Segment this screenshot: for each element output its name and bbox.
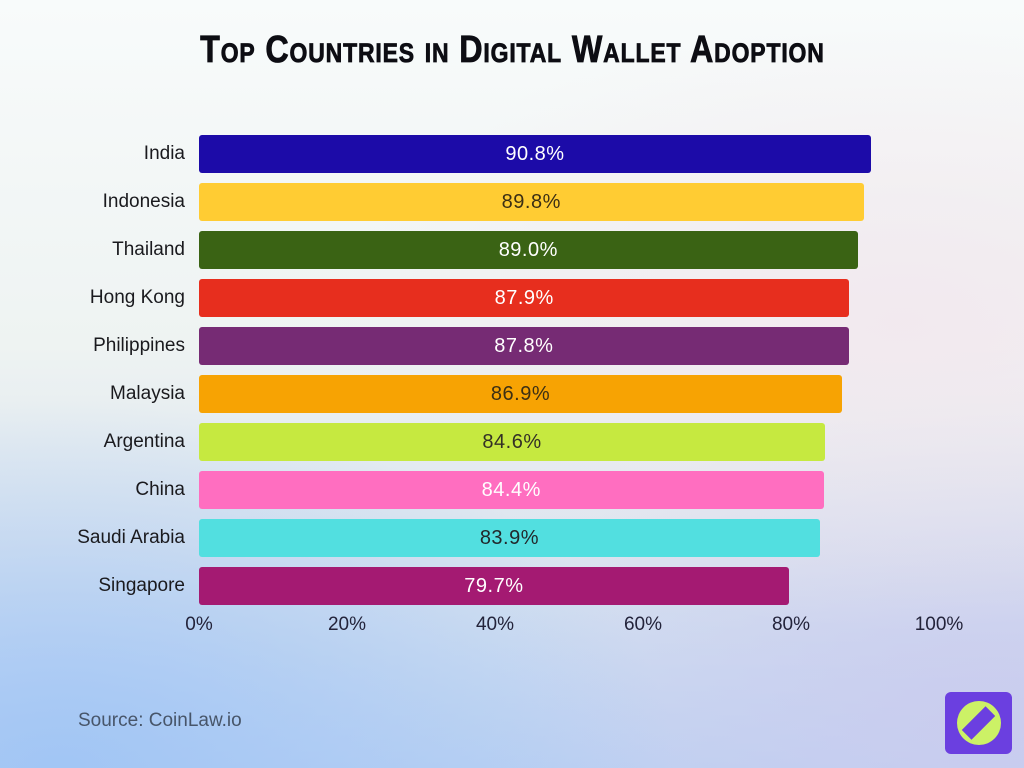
bar-value-label: 87.9% bbox=[494, 286, 554, 309]
bar-row: Argentina 84.6% bbox=[0, 418, 939, 466]
bar-value-label: 79.7% bbox=[464, 574, 524, 597]
bar-track: 86.9% bbox=[199, 375, 939, 413]
bar: 90.8% bbox=[199, 135, 871, 173]
bar-value-label: 89.8% bbox=[501, 190, 561, 213]
bar-value-label: 83.9% bbox=[479, 526, 540, 549]
country-label: Malaysia bbox=[110, 383, 185, 404]
x-axis-tick: 40% bbox=[475, 614, 515, 635]
bar: 84.6% bbox=[199, 423, 826, 461]
country-label: China bbox=[135, 479, 185, 500]
source-credit: Source: CoinLaw.io bbox=[78, 710, 242, 731]
bar-chart: India 90.8% Indonesia 89.8% Thailand 89.… bbox=[0, 130, 939, 610]
country-label: Hong Kong bbox=[89, 287, 185, 308]
bar: 87.9% bbox=[199, 279, 850, 317]
country-label: Argentina bbox=[103, 431, 185, 452]
country-label: India bbox=[143, 143, 185, 164]
bar-row: Thailand 89.0% bbox=[0, 226, 939, 274]
country-label: Singapore bbox=[98, 575, 185, 596]
x-axis-tick: 20% bbox=[327, 614, 367, 635]
compass-needle-icon bbox=[961, 706, 996, 740]
bar-value-label: 87.8% bbox=[494, 334, 554, 357]
bar-track: 84.4% bbox=[199, 471, 939, 509]
bar-track: 89.8% bbox=[199, 183, 939, 221]
bar: 89.8% bbox=[199, 183, 864, 221]
bar-track: 87.9% bbox=[199, 279, 939, 317]
bar-row: Hong Kong 87.9% bbox=[0, 274, 939, 322]
bar-row: Singapore 79.7% bbox=[0, 562, 939, 610]
x-axis-tick: 80% bbox=[771, 614, 811, 635]
chart-title: Top Countries in Digital Wallet Adoption bbox=[0, 28, 1024, 74]
bar-row: India 90.8% bbox=[0, 130, 939, 178]
bar: 83.9% bbox=[199, 519, 820, 557]
bar-track: 84.6% bbox=[199, 423, 939, 461]
country-label: Philippines bbox=[93, 335, 185, 356]
bar-track: 83.9% bbox=[199, 519, 939, 557]
bar-row: Philippines 87.8% bbox=[0, 322, 939, 370]
bar-value-label: 84.6% bbox=[482, 430, 542, 453]
bar-track: 87.8% bbox=[199, 327, 939, 365]
country-label: Saudi Arabia bbox=[77, 527, 185, 548]
bar-track: 89.0% bbox=[199, 231, 939, 269]
bar-value-label: 89.0% bbox=[498, 238, 558, 261]
country-label: Thailand bbox=[112, 239, 185, 260]
bar-row: Indonesia 89.8% bbox=[0, 178, 939, 226]
bar: 87.8% bbox=[199, 327, 849, 365]
bar-row: Malaysia 86.9% bbox=[0, 370, 939, 418]
x-axis-tick: 0% bbox=[185, 614, 213, 635]
bar: 86.9% bbox=[199, 375, 843, 413]
x-axis-tick: 60% bbox=[623, 614, 663, 635]
bar-value-label: 90.8% bbox=[505, 142, 565, 165]
bar: 89.0% bbox=[199, 231, 858, 269]
bar-row: China 84.4% bbox=[0, 466, 939, 514]
bar: 84.4% bbox=[199, 471, 824, 509]
chart-title-text: Top Countries in Digital Wallet Adoption bbox=[199, 29, 825, 72]
bar-track: 90.8% bbox=[199, 135, 939, 173]
x-axis: 0% 20% 40% 60% 80% 100% bbox=[185, 610, 963, 640]
bar-row: Saudi Arabia 83.9% bbox=[0, 514, 939, 562]
bar-rows: India 90.8% Indonesia 89.8% Thailand 89.… bbox=[0, 130, 939, 610]
coinlaw-logo bbox=[945, 692, 1012, 754]
compass-icon bbox=[956, 701, 1001, 745]
bar-value-label: 84.4% bbox=[481, 478, 541, 501]
country-label: Indonesia bbox=[102, 191, 185, 212]
bar-value-label: 86.9% bbox=[490, 382, 551, 405]
bar-track: 79.7% bbox=[199, 567, 939, 605]
bar: 79.7% bbox=[199, 567, 789, 605]
x-axis-tick: 100% bbox=[914, 614, 964, 635]
